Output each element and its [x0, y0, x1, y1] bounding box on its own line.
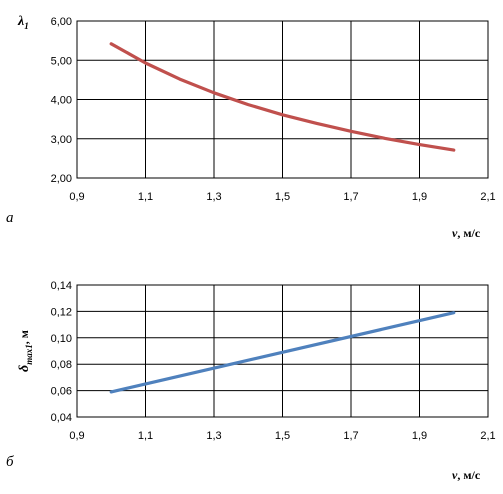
a-xtick-label: 1,5	[275, 191, 290, 203]
a-xtick-label: 0,9	[69, 191, 84, 203]
b-plot-frame	[76, 284, 489, 418]
b-xtick-label: 0,9	[69, 430, 84, 442]
a-ytick-label: 2,00	[51, 173, 72, 185]
a-x-axis-label: v, м/с	[452, 226, 481, 240]
b-x-axis-label: v, м/с	[452, 468, 481, 482]
b-ytick-label: 0,04	[51, 412, 72, 424]
b-panel-letter: б	[6, 454, 14, 470]
chart-lambda: 0,9 1,1 1,3 1,5 1,7 1,9 2,1 2,00 3,00 4,00 5,00 6,0…	[6, 14, 496, 240]
b-xtick-label: 1,7	[343, 430, 358, 442]
b-ytick-label: 0,08	[51, 359, 72, 371]
b-ytick-label: 0,14	[51, 280, 72, 292]
b-xtick-label: 1,9	[412, 430, 427, 442]
b-xtick-label: 1,1	[138, 430, 153, 442]
b-ytick-label: 0,12	[51, 306, 72, 318]
a-xtick-label: 1,1	[138, 191, 153, 203]
a-ytick-label: 5,00	[51, 55, 72, 67]
a-xtick-label: 1,3	[206, 191, 221, 203]
b-y-axis-label: δmax1, м	[17, 330, 34, 372]
a-xtick-label: 2,1	[480, 191, 495, 203]
chart-delta: 0,9 1,1 1,3 1,5 1,7 1,9 2,1 0,04 0,06 0,08 0,10 0,1…	[6, 280, 496, 482]
b-xtick-label: 1,3	[206, 430, 221, 442]
a-plot-frame	[76, 20, 489, 179]
b-xtick-label: 2,1	[480, 430, 495, 442]
b-ytick-label: 0,06	[51, 386, 72, 398]
a-ytick-label: 3,00	[51, 134, 72, 146]
b-ytick-label: 0,10	[51, 333, 72, 345]
a-ytick-label: 6,00	[51, 16, 72, 28]
b-series-line	[109, 311, 456, 394]
a-series-line	[109, 42, 456, 152]
a-xtick-label: 1,9	[412, 191, 427, 203]
a-xtick-label: 1,7	[343, 191, 358, 203]
a-panel-letter: a	[6, 210, 14, 226]
b-xtick-label: 1,5	[275, 430, 290, 442]
a-y-axis-label: λ1	[17, 14, 29, 31]
a-ytick-label: 4,00	[51, 95, 72, 107]
